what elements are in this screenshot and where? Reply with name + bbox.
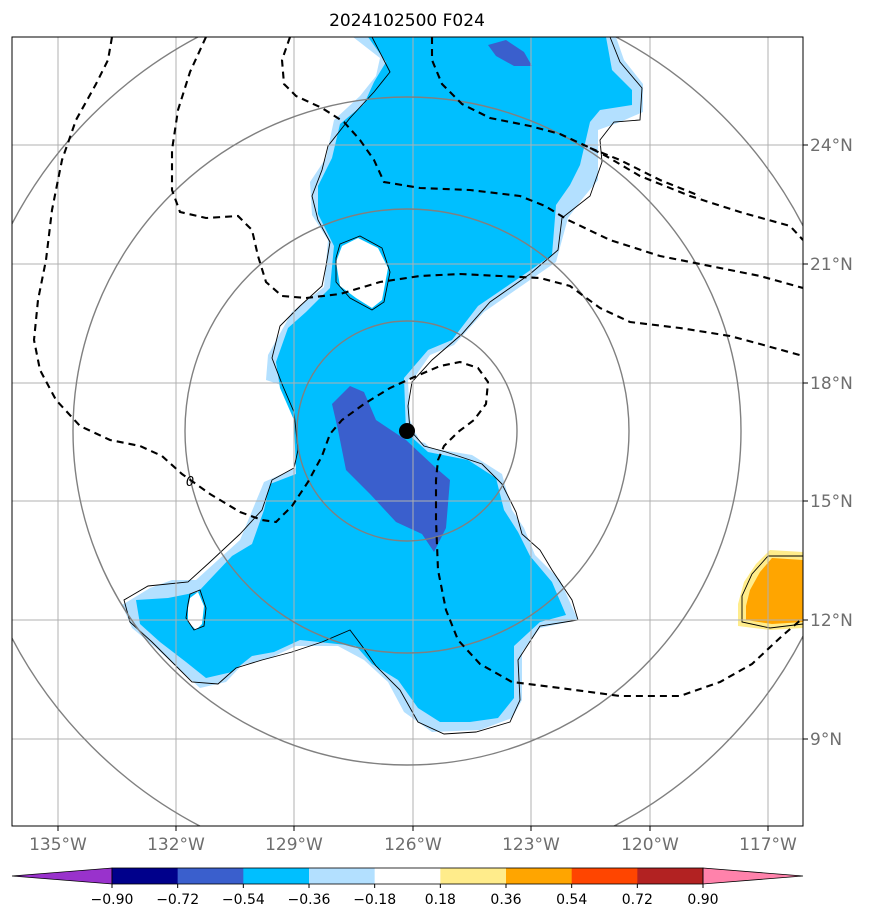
- figure-title: 2024102500 F024: [329, 11, 485, 31]
- colorbar-segment: [374, 868, 441, 884]
- colorbar: [11, 867, 804, 885]
- dashed-contour-north: [280, 37, 803, 290]
- colorbar-segment: [177, 868, 244, 884]
- range-rings: [12, 37, 803, 826]
- colorbar-tick-label: 0.90: [687, 892, 718, 908]
- colorbar-segment: [571, 868, 638, 884]
- lon-label-132w: 132°W: [147, 835, 205, 855]
- colorbar-segment: [506, 868, 572, 884]
- lon-label-117w: 117°W: [739, 835, 797, 855]
- zero-contour-small: [185, 589, 207, 631]
- map-area: 0: [12, 37, 803, 826]
- dashed-contour-northeast: [430, 37, 803, 241]
- colorbar-segment: [243, 868, 310, 884]
- colorbar-tick-label: −0.90: [91, 892, 134, 908]
- dashed-contour-west: [32, 37, 803, 698]
- colorbar-tick-label: −0.18: [353, 892, 396, 908]
- lat-label-15n: 15°N: [810, 492, 853, 512]
- dashed-contour-mid: [170, 37, 803, 358]
- colorbar-labels: −0.90 −0.72 −0.54 −0.36 −0.18 0.18 0.36 0.54 0.7…: [91, 884, 719, 908]
- latitude-axis: [803, 144, 808, 740]
- shading-royal-blue-center: [332, 386, 450, 552]
- colorbar-tick-label: 0.18: [425, 892, 456, 908]
- lon-label-123w: 123°W: [502, 835, 560, 855]
- colorbar-frame: [111, 867, 704, 885]
- lon-label-120w: 120°W: [621, 835, 679, 855]
- zero-contour-hole: [335, 235, 391, 311]
- shading-orange-east: [746, 558, 803, 624]
- colorbar-extend-low: [11, 867, 113, 885]
- lat-label-18n: 18°N: [810, 374, 853, 394]
- colorbar-segment: [440, 868, 507, 884]
- longitude-axis: [57, 826, 769, 831]
- colorbar-tick-label: −0.36: [288, 892, 331, 908]
- shading-sky-blue: [136, 37, 632, 722]
- colorbar-tick-label: −0.54: [222, 892, 265, 908]
- colorbar-tick-label: 0.72: [622, 892, 653, 908]
- colorbar-tick-label: 0.36: [490, 892, 521, 908]
- lat-label-12n: 12°N: [810, 611, 853, 631]
- colorbar-segment: [309, 868, 375, 884]
- lat-label-9n: 9°N: [810, 730, 842, 750]
- storm-center-marker: [399, 423, 415, 439]
- dashed-contours: [32, 37, 803, 698]
- shading-royal-blue-north: [488, 40, 532, 66]
- map-frame: [11, 36, 804, 827]
- lon-label-135w: 135°W: [29, 835, 87, 855]
- colorbar-tick-label: −0.72: [156, 892, 199, 908]
- lat-label-24n: 24°N: [810, 136, 853, 156]
- contour-label: 0: [186, 475, 194, 490]
- zero-contour-main: [123, 37, 643, 735]
- shading-hole-north: [336, 238, 388, 308]
- colorbar-extend-high: [702, 867, 804, 885]
- lon-label-126w: 126°W: [384, 835, 442, 855]
- colorbar-segment: [637, 868, 704, 884]
- colorbar-tick-label: 0.54: [556, 892, 587, 908]
- lon-label-129w: 129°W: [265, 835, 323, 855]
- dashed-contour-east-edge: [589, 147, 701, 197]
- colorbar-segment: [112, 868, 178, 884]
- lat-label-21n: 21°N: [810, 255, 853, 275]
